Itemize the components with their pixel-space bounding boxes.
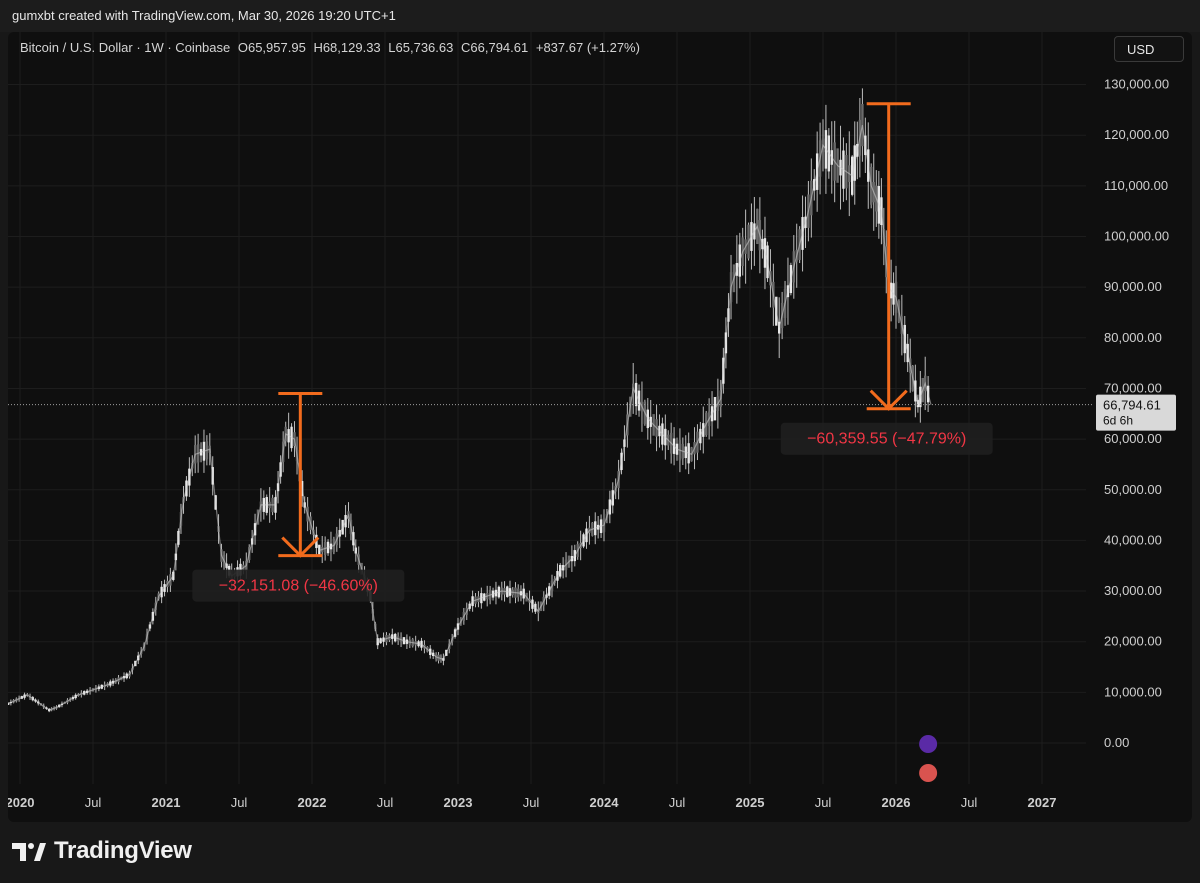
x-tick-label: 2020 — [8, 795, 34, 810]
countdown-timer: 6d 6h — [1103, 414, 1133, 428]
x-tick-label: Jul — [815, 795, 832, 810]
open-value: O65,957.95 — [237, 40, 306, 55]
y-tick-label: 130,000.00 — [1104, 77, 1169, 92]
current-price-label — [1096, 394, 1176, 431]
chart-frame[interactable]: 0.00 10,000.00 20,000.00 30,000.00 40,000.00… — [8, 32, 1192, 822]
x-tick-label: 2021 — [152, 795, 181, 810]
y-tick-label: 110,000.00 — [1104, 178, 1168, 193]
y-tick-label: 40,000.00 — [1104, 532, 1162, 547]
measure-label-box — [192, 569, 405, 602]
high-value: H68,129.33 — [313, 40, 381, 55]
y-tick-label: 20,000.00 — [1104, 634, 1162, 649]
current-price-value: 66,794.61 — [1103, 398, 1161, 413]
x-tick-label: Jul — [669, 795, 686, 810]
chart-header: gumxbt created with TradingView.com, Mar… — [0, 0, 1200, 32]
y-tick-label: 50,000.00 — [1104, 482, 1162, 497]
measure-label: −60,359.55 (−47.79%) — [807, 431, 966, 448]
x-tick-label: Jul — [85, 795, 102, 810]
x-tick-label: 2022 — [298, 795, 327, 810]
y-tick-label: 60,000.00 — [1104, 431, 1162, 446]
tradingview-logo-icon — [12, 843, 46, 861]
y-tick-label: 100,000.00 — [1104, 229, 1169, 244]
y-tick-label: 120,000.00 — [1104, 127, 1169, 142]
y-tick-label: 10,000.00 — [1104, 684, 1162, 699]
y-tick-label: 70,000.00 — [1104, 380, 1162, 395]
measure-label: −32,151.08 (−46.60%) — [219, 578, 378, 595]
event-icon — [919, 735, 938, 753]
x-tick-label: Jul — [961, 795, 978, 810]
y-tick-label: 0.00 — [1104, 735, 1129, 750]
y-tick-label: 80,000.00 — [1104, 330, 1162, 345]
tradingview-brand: TradingView — [54, 837, 192, 864]
flag-icon — [919, 764, 938, 782]
y-tick-label: 30,000.00 — [1104, 583, 1162, 598]
x-tick-label: Jul — [231, 795, 248, 810]
symbol-name: Bitcoin / U.S. Dollar · 1W · Coinbase — [20, 40, 231, 55]
x-tick-label: 2024 — [590, 795, 620, 810]
currency-button[interactable]: USD — [1114, 36, 1184, 62]
y-tick-label: 90,000.00 — [1104, 279, 1162, 294]
x-tick-label: 2023 — [444, 795, 473, 810]
x-tick-label: Jul — [377, 795, 394, 810]
x-tick-label: Jul — [523, 795, 540, 810]
x-tick-label: 2025 — [736, 795, 765, 810]
x-tick-label: 2026 — [882, 795, 911, 810]
price-line — [8, 124, 932, 711]
symbol-legend: Bitcoin / U.S. Dollar · 1W · Coinbase O6… — [20, 40, 644, 55]
low-value: L65,736.63 — [388, 40, 454, 55]
x-tick-label: 2027 — [1028, 795, 1057, 810]
measure-label-box — [780, 422, 993, 455]
change-value: +837.67 (+1.27%) — [535, 40, 640, 55]
close-value: C66,794.61 — [461, 40, 529, 55]
price-chart[interactable]: 0.00 10,000.00 20,000.00 30,000.00 40,000.00… — [8, 32, 1192, 822]
tradingview-logo[interactable]: TradingView — [12, 836, 192, 866]
